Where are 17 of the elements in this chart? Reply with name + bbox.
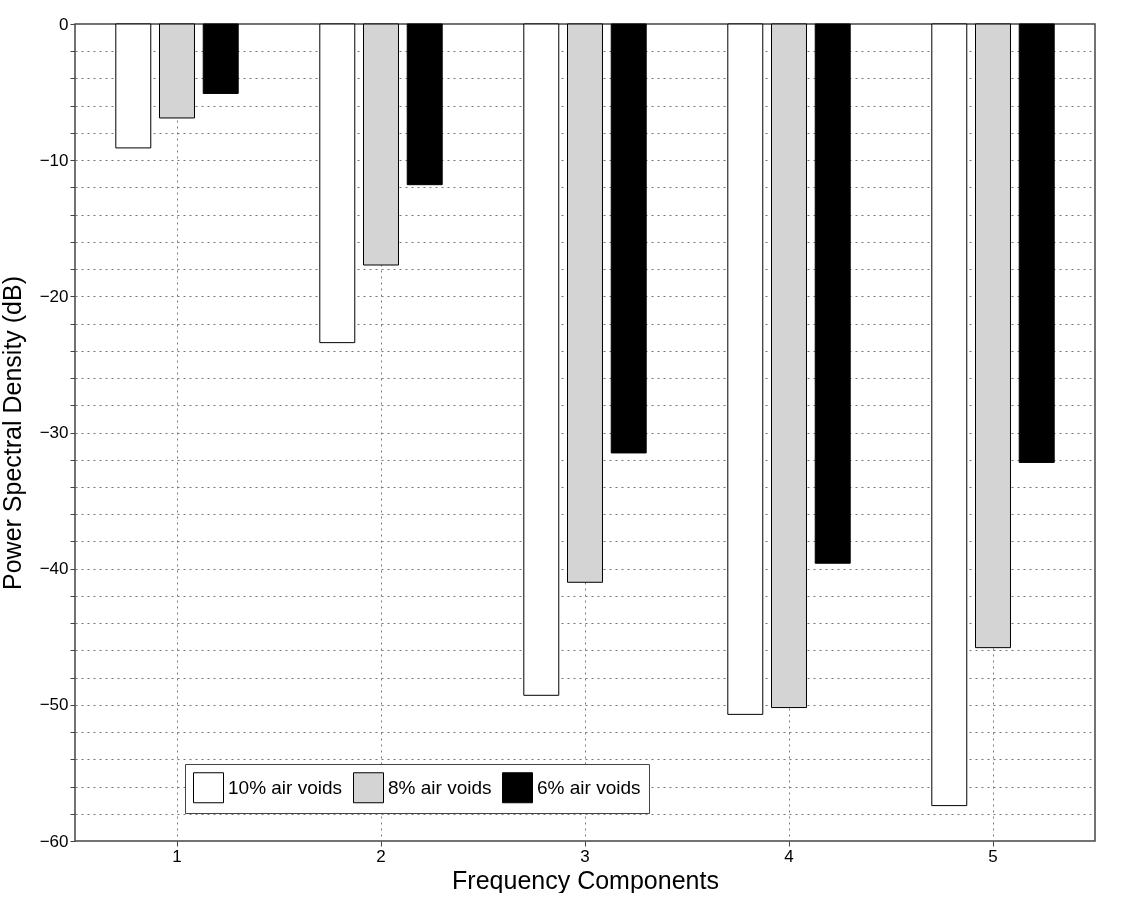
y-tick-label: −40 xyxy=(39,559,69,579)
legend-label: 8% air voids xyxy=(388,776,492,798)
y-tick-label: −30 xyxy=(39,423,69,442)
x-tick-label: 1 xyxy=(172,846,182,866)
x-axis-title: Frequency Components xyxy=(452,865,719,894)
y-tick-label: 0 xyxy=(59,14,69,34)
y-tick-label: −10 xyxy=(39,150,69,170)
legend-label: 10% air voids xyxy=(228,776,343,798)
legend-label: 6% air voids xyxy=(537,776,641,798)
x-tick-label: 3 xyxy=(580,846,590,866)
x-tick-label: 4 xyxy=(784,846,794,866)
x-tick-label: 2 xyxy=(376,846,386,866)
y-tick-label: −50 xyxy=(39,695,69,715)
y-tick-label: −20 xyxy=(39,286,69,306)
x-tick-label: 5 xyxy=(988,846,998,866)
y-tick-label: −60 xyxy=(39,831,69,851)
y-axis-title: Power Spectral Density (dB) xyxy=(0,275,26,591)
